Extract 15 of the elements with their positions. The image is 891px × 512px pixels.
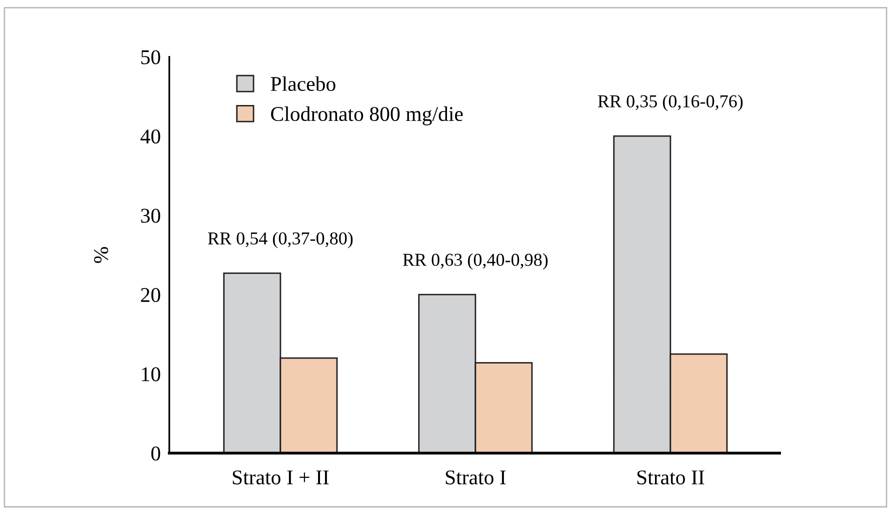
annotation: RR 0,35 (0,16-0,76) [598,94,743,112]
x-tick-label: Strato I + II [232,470,329,484]
y-tick-label: 20 [141,288,160,302]
legend-label: Clodronato 800 mg/die [271,106,463,126]
x-tick-label: Strato I [446,470,506,484]
y-tick-label: 0 [151,446,160,461]
y-axis-title: % [94,247,108,263]
annotation: RR 0,54 (0,37-0,80) [208,232,353,248]
annotation: RR 0,63 (0,40-0,98) [402,253,548,270]
y-tick-label: 10 [142,367,160,382]
x-tick-label: Strato II [637,470,704,484]
y-tick-label: 40 [140,129,160,144]
y-tick-label: 50 [141,50,160,64]
legend-label: Placebo [270,76,336,91]
y-tick-label: 30 [141,208,160,223]
